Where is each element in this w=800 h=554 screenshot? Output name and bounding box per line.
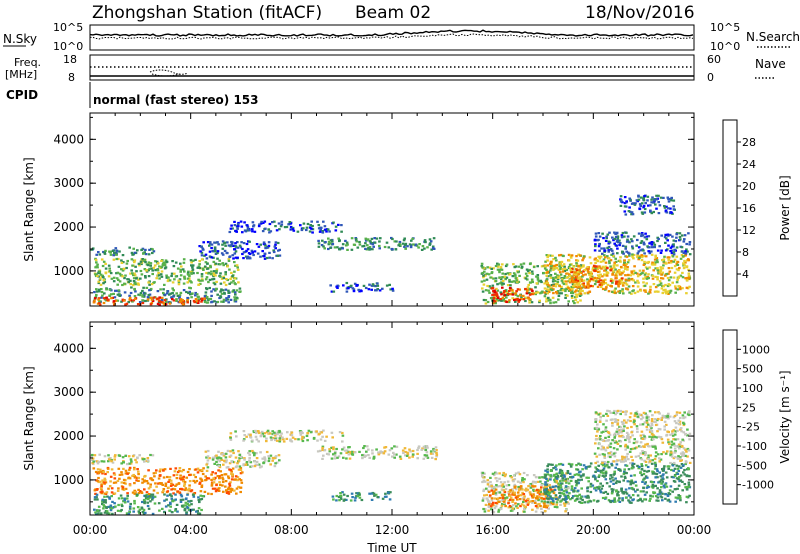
cpid-text: normal (fast stereo) 153 [93,93,259,107]
velocity-colorbar-label: Velocity [m s⁻¹] [778,370,792,463]
power-region [568,264,634,289]
freq-unit: [MHz] [5,68,37,81]
velocity-region [543,462,692,504]
nave-tick-top: 60 [707,53,721,66]
velocity-ytick-label: 1000 [53,473,84,487]
date-label: 18/Nov/2016 [585,3,695,23]
velocity-ylabel: Slant Range [km] [22,366,36,470]
time-axis-title: Time UT [366,541,417,554]
velocity-region [331,491,392,502]
power-region [593,231,692,256]
power-region [317,236,436,251]
nave-tick-bottom: 0 [707,71,714,84]
power-data-regions [90,194,692,306]
velocity-region [229,429,345,443]
time-tick-label: 08:00 [274,523,309,537]
power-colorbar-tick-label: 28 [742,136,756,149]
velocity-colorbar-tick-label: 100 [742,382,763,395]
velocity-ytick-label: 3000 [53,385,84,399]
power-region [543,253,692,295]
velocity-region [92,466,244,496]
power-colorbar-tick-label: 4 [742,268,749,281]
freq-label: Freq. [14,56,41,69]
power-ytick-label: 2000 [53,220,84,234]
power-colorbar-tick-label: 24 [742,158,756,171]
velocity-region [487,484,558,509]
power-region [329,281,395,293]
velocity-colorbar-tick-label: 1000 [742,343,770,356]
time-tick-label: 20:00 [576,523,611,537]
velocity-region [204,449,281,469]
velocity-colorbar: 1000 500 100 25 -25 -100 -500 -1000 Velocity [m … [722,329,792,505]
nsky-label: N.Sky [3,32,37,46]
power-colorbar-label: Power [dB] [778,175,792,240]
freq-panel: Freq. [MHz] 18 8 60 0 Nave [5,53,786,84]
nsearch-trace [89,33,694,40]
power-region [93,257,240,287]
velocity-colorbar-tick-label: 500 [742,363,763,376]
power-region [619,194,676,216]
nsearch-tick-bottom: 10^0 [710,40,740,53]
time-tick-label: 00:00 [73,523,108,537]
power-ylabel: Slant Range [km] [22,157,36,261]
nsearch-tick-top: 10^5 [710,21,740,34]
nsky-panel: N.Sky 10^5 10^0 10^5 10^0 N.Search [3,21,800,53]
freq-tick-top: 18 [63,53,77,66]
velocity-data-regions [90,409,692,515]
power-colorbar: 4 8 12 16 20 24 28 Power [dB] [722,119,792,297]
power-panel: 1000 2000 3000 4000 Slant Range [km] [22,112,695,307]
velocity-region [316,445,439,461]
velocity-colorbar-tick-label: -500 [742,459,767,472]
power-region [228,220,343,234]
velocity-colorbar-tick-label: -100 [742,440,767,453]
power-region [198,240,282,260]
nsearch-label: N.Search [746,30,800,44]
velocity-region [90,453,155,466]
time-tick-label: 12:00 [375,523,410,537]
velocity-colorbar-tick-label: -25 [742,421,760,434]
time-tick-label: 16:00 [475,523,510,537]
velocity-region [593,409,692,465]
power-colorbar-tick-label: 16 [742,202,756,215]
station-title: Zhongshan Station (fitACF) [92,3,322,23]
power-colorbar-tick-label: 12 [742,224,756,237]
velocity-region [93,493,206,515]
nsky-trace [89,29,694,37]
power-colorbar-tick-label: 8 [742,246,749,259]
freq-tick-bottom: 8 [68,71,75,84]
power-ytick-label: 4000 [53,132,84,146]
nave-label: Nave [755,57,786,71]
velocity-panel: 1000 2000 3000 4000 Slant Range [km] [22,321,695,516]
velocity-ytick-label: 4000 [53,341,84,355]
power-region [90,246,156,257]
time-axis-labels: 00:00 04:00 08:00 12:00 16:00 20:00 00:00 [73,523,712,537]
time-tick-label: 00:00 [677,523,712,537]
power-ytick-label: 3000 [53,176,84,190]
power-region [490,286,535,305]
beam-label: Beam 02 [355,3,431,23]
power-colorbar-tick-label: 20 [742,180,756,193]
velocity-ytick-label: 2000 [53,429,84,443]
velocity-colorbar-tick-label: -1000 [742,479,774,492]
nsky-tick-top: 10^5 [53,21,83,34]
nsky-tick-bottom: 10^0 [53,40,83,53]
time-tick-label: 04:00 [173,523,208,537]
cpid-label: CPID [6,88,38,102]
freq-nave-disturbance [149,69,189,77]
power-ytick-label: 1000 [53,264,84,278]
velocity-colorbar-tick-label: 25 [742,401,756,414]
